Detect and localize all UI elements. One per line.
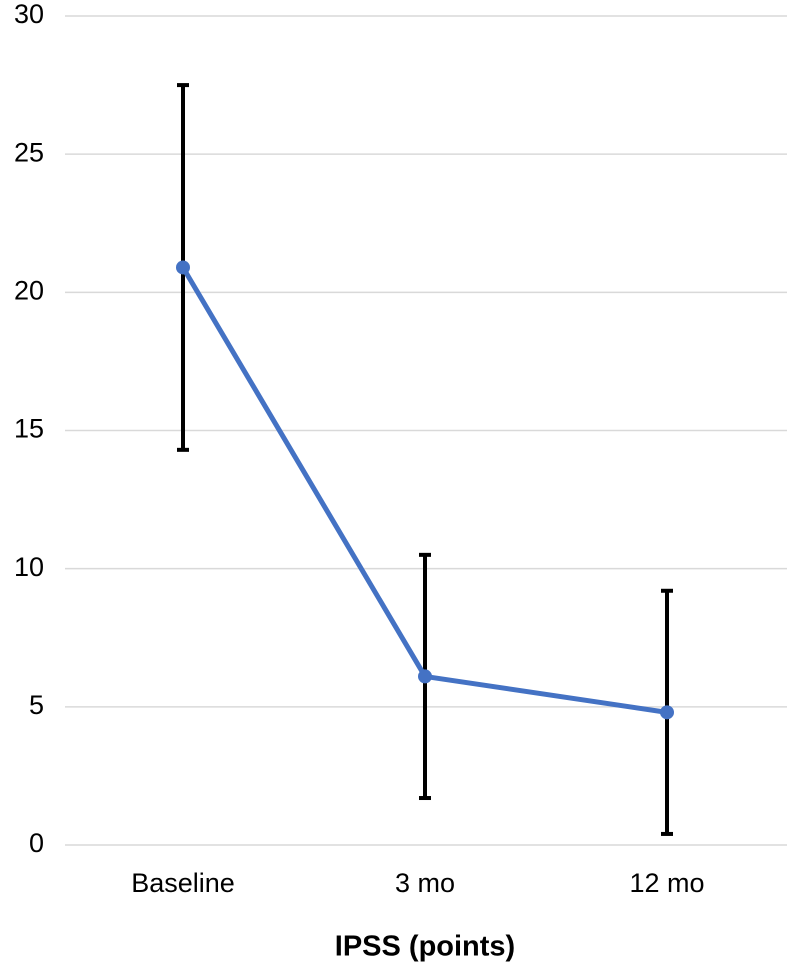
y-tick-label: 30 [14, 0, 44, 29]
y-tick-label: 15 [14, 414, 44, 444]
y-tick-label: 10 [14, 552, 44, 582]
data-point [418, 669, 432, 684]
x-tick-label: 3 mo [395, 868, 455, 898]
x-axis-title: IPSS (points) [335, 931, 515, 963]
x-tick-label: Baseline [131, 868, 235, 898]
y-tick-label: 20 [14, 275, 44, 305]
x-tick-label: 12 mo [629, 868, 704, 898]
y-tick-label: 0 [29, 828, 44, 858]
data-point [176, 260, 190, 275]
y-tick-label: 5 [29, 690, 44, 720]
y-tick-label: 25 [14, 137, 44, 167]
data-point [660, 705, 674, 720]
